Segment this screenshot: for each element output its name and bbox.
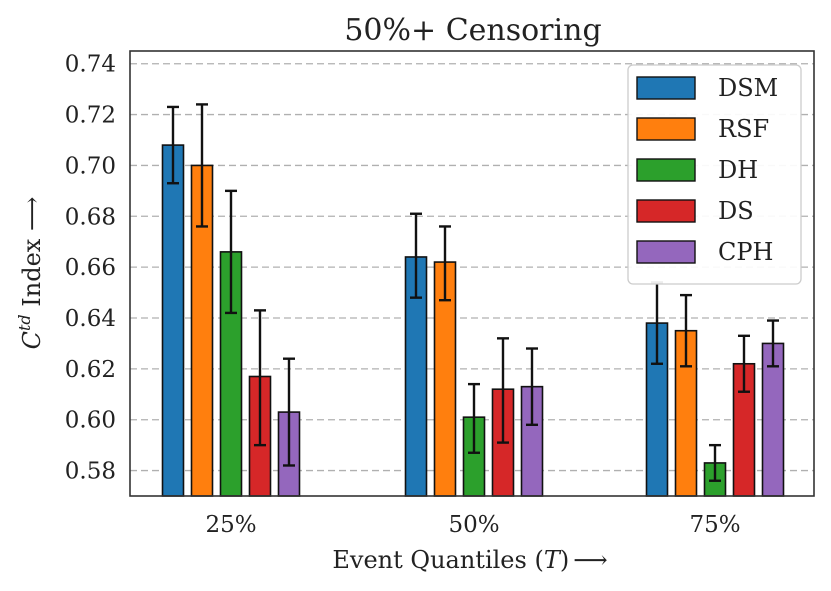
y-tick-label: 0.68 [65,204,116,230]
legend-label-ds: DS [718,197,754,225]
y-tick-label: 0.74 [65,52,116,78]
legend-label-rsf: RSF [718,115,769,143]
y-tick-label: 0.62 [65,357,116,383]
y-tick-label: 0.70 [65,153,116,179]
legend-swatch-dh [636,158,696,182]
legend-label-cph: CPH [718,238,773,266]
legend-swatch-cph [636,240,696,264]
y-tick-label: 0.66 [65,255,116,281]
legend-swatch-rsf [636,117,696,141]
y-tick-label: 0.72 [65,103,116,129]
plot-frame [129,50,815,497]
y-tick-label: 0.58 [65,459,116,485]
x-axis-label: Event Quantiles (T) ⟶ [332,546,607,574]
x-tick-label: 25% [205,512,256,538]
legend-swatch-dsm [636,76,696,100]
bar-dsm [161,144,185,497]
legend-swatch-ds [636,199,696,223]
legend: DSM RSF DH DS CPH [627,64,802,285]
x-tick-labels: 25% 50% 75% [205,512,740,538]
y-tick-labels: 0.58 0.60 0.62 0.64 0.66 0.68 0.70 0.72 0.74 [65,52,116,485]
x-tick-label: 50% [448,512,499,538]
y-axis-label: Ctd Index ⟶ [15,197,46,350]
legend-label-dh: DH [718,156,758,184]
x-tick-label: 75% [689,512,740,538]
y-tick-label: 0.60 [65,408,116,434]
y-tick-label: 0.64 [65,306,116,332]
error-bars [167,103,779,482]
legend-label-dsm: DSM [718,74,778,102]
chart-title: 50%+ Censoring [344,13,601,48]
